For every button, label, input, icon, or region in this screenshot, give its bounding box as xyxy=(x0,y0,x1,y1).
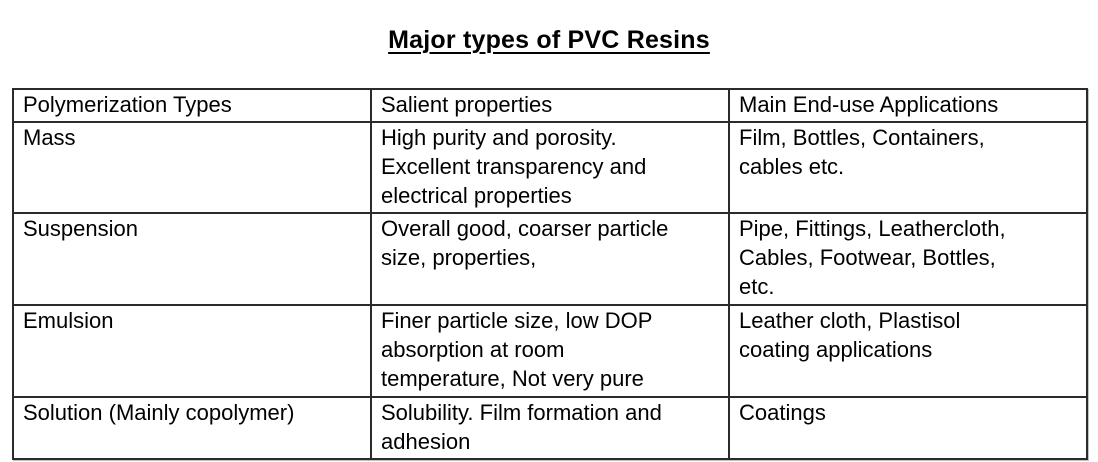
cell-applications-emulsion: Leather cloth, Plastisol coating applica… xyxy=(728,304,1088,398)
table-row-suspension: Suspension Overall good, coarser particl… xyxy=(12,212,1088,306)
cell-properties-solution: Solubility. Film formation and adhesion xyxy=(370,396,730,460)
column-header-salient-properties: Salient properties xyxy=(370,88,730,123)
column-header-polymerization-types: Polymerization Types xyxy=(12,88,372,123)
cell-applications-suspension: Pipe, Fittings, Leathercloth, Cables, Fo… xyxy=(728,212,1088,306)
table-header-row: Polymerization Types Salient properties … xyxy=(12,88,1088,123)
table-row-solution: Solution (Mainly copolymer) Solubility. … xyxy=(12,396,1088,460)
page-title: Major types of PVC Resins xyxy=(388,26,710,54)
cell-type-solution: Solution (Mainly copolymer) xyxy=(12,396,372,460)
cell-properties-mass: High purity and porosity. Excellent tran… xyxy=(370,121,730,214)
cell-type-suspension: Suspension xyxy=(12,212,372,306)
cell-properties-emulsion: Finer particle size, low DOP absorption … xyxy=(370,304,730,398)
cell-properties-suspension: Overall good, coarser particle size, pro… xyxy=(370,212,730,306)
table-row-emulsion: Emulsion Finer particle size, low DOP ab… xyxy=(12,304,1088,398)
cell-applications-solution: Coatings xyxy=(728,396,1088,460)
table-row-mass: Mass High purity and porosity. Excellent… xyxy=(12,121,1088,214)
cell-type-emulsion: Emulsion xyxy=(12,304,372,398)
column-header-main-end-use-applications: Main End-use Applications xyxy=(728,88,1088,123)
cell-type-mass: Mass xyxy=(12,121,372,214)
cell-applications-mass: Film, Bottles, Containers, cables etc. xyxy=(728,121,1088,214)
pvc-resins-table: Polymerization Types Salient properties … xyxy=(12,88,1088,460)
